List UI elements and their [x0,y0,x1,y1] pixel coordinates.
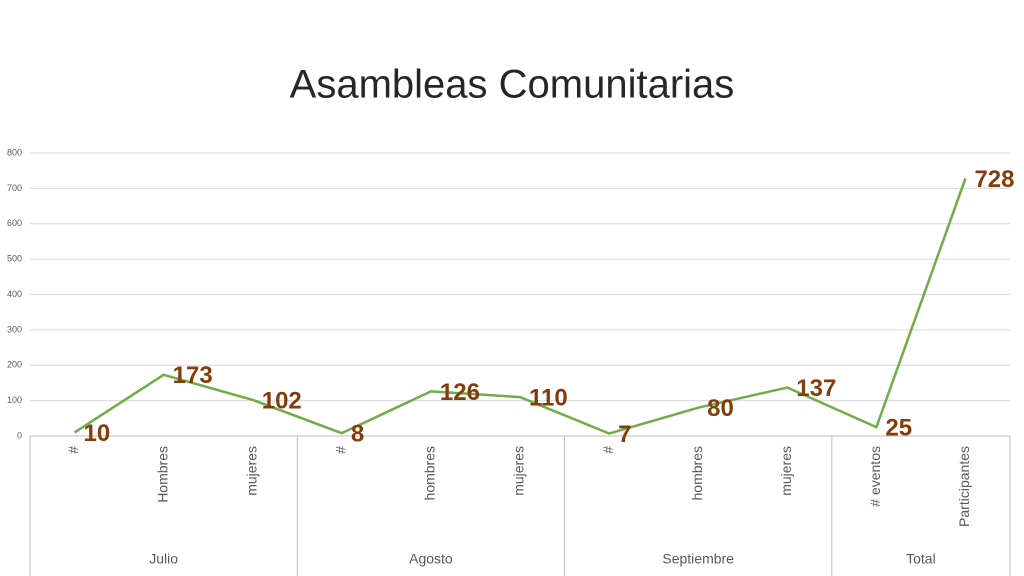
data-label: 7 [618,421,631,448]
y-tick-label: 600 [7,218,22,228]
data-label: 10 [84,420,111,447]
group-label: Agosto [409,551,453,567]
data-label: 126 [440,379,480,406]
x-tick-label: mujeres [243,446,259,496]
x-tick-label: hombres [689,446,705,500]
x-tick-label: # [65,446,81,454]
x-tick-label: # [600,446,616,454]
group-label: Total [906,551,936,567]
x-tick-label: mujeres [778,446,794,496]
y-tick-label: 100 [7,395,22,405]
y-tick-label: 0 [17,430,22,440]
y-tick-label: 500 [7,254,22,264]
x-tick-label: Hombres [154,446,170,503]
data-label: 173 [173,362,213,389]
x-tick-label: hombres [422,446,438,500]
y-tick-label: 400 [7,289,22,299]
x-tick-label: # [333,446,349,454]
group-label: Julio [149,551,178,567]
line [73,178,967,435]
data-label: 110 [529,384,568,411]
data-label: 8 [351,421,364,448]
y-tick-label: 200 [7,360,22,370]
group-label: Septiembre [662,551,734,567]
y-tick-label: 300 [7,324,22,334]
y-tick-label: 700 [7,183,22,193]
y-tick-label: 800 [7,147,22,157]
data-label: 80 [707,395,734,422]
x-tick-label: mujeres [511,446,527,496]
x-tick-label: # eventos [867,446,883,507]
data-label: 728 [974,166,1014,193]
data-label: 102 [262,387,302,414]
chart-title: Asambleas Comunitarias [290,63,735,107]
data-label: 137 [796,375,836,402]
data-label: 25 [885,415,912,442]
x-tick-label: Participantes [956,446,972,527]
